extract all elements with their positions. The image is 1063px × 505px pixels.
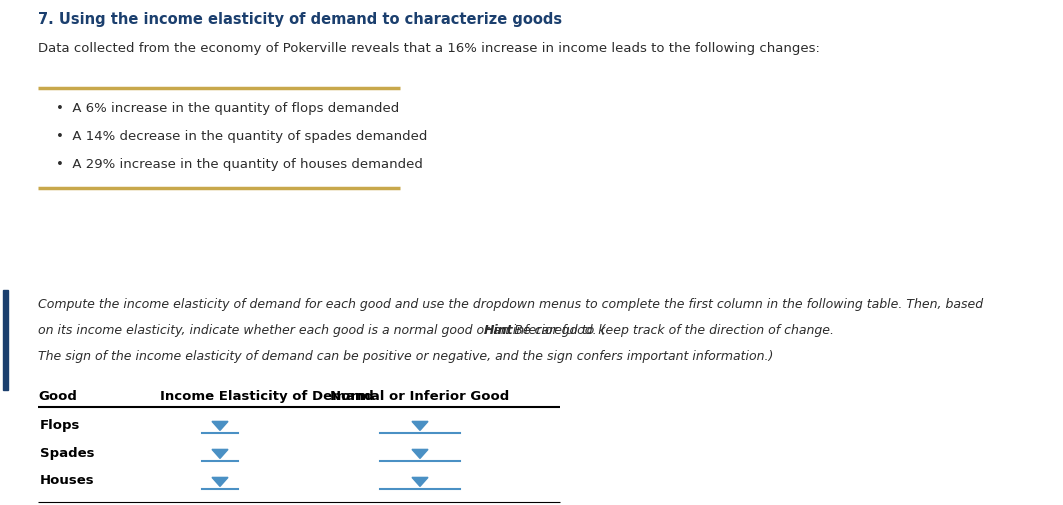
Text: on its income elasticity, indicate whether each good is a normal good or an infe: on its income elasticity, indicate wheth…	[38, 324, 606, 337]
Polygon shape	[412, 477, 428, 486]
Text: •  A 29% increase in the quantity of houses demanded: • A 29% increase in the quantity of hous…	[56, 158, 423, 171]
Polygon shape	[412, 421, 428, 430]
Text: Normal or Inferior Good: Normal or Inferior Good	[330, 390, 509, 403]
Text: The sign of the income elasticity of demand can be positive or negative, and the: The sign of the income elasticity of dem…	[38, 350, 774, 363]
Text: •  A 6% increase in the quantity of flops demanded: • A 6% increase in the quantity of flops…	[56, 102, 400, 115]
Text: Good: Good	[38, 390, 77, 403]
Polygon shape	[212, 421, 227, 430]
Text: Houses: Houses	[40, 475, 95, 487]
Text: •  A 14% decrease in the quantity of spades demanded: • A 14% decrease in the quantity of spad…	[56, 130, 427, 143]
Text: 7. Using the income elasticity of demand to characterize goods: 7. Using the income elasticity of demand…	[38, 12, 562, 27]
Text: Spades: Spades	[40, 446, 95, 460]
Text: Income Elasticity of Demand: Income Elasticity of Demand	[161, 390, 374, 403]
Polygon shape	[412, 449, 428, 459]
Text: Flops: Flops	[40, 419, 81, 431]
Text: Compute the income elasticity of demand for each good and use the dropdown menus: Compute the income elasticity of demand …	[38, 298, 983, 311]
Polygon shape	[212, 449, 227, 459]
Bar	[3, 290, 9, 390]
Text: : Be careful to keep track of the direction of change.: : Be careful to keep track of the direct…	[506, 324, 833, 337]
Text: Hint: Hint	[485, 324, 513, 337]
Text: Data collected from the economy of Pokerville reveals that a 16% increase in inc: Data collected from the economy of Poker…	[38, 42, 820, 55]
Polygon shape	[212, 477, 227, 486]
